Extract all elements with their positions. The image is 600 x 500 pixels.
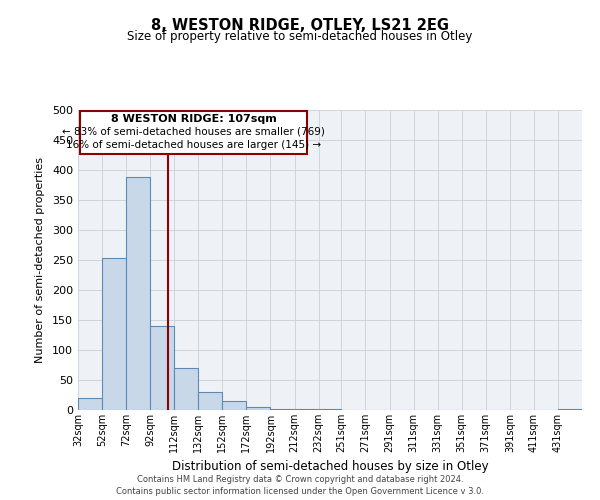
- Bar: [295, 409, 319, 410]
- Text: ← 83% of semi-detached houses are smaller (769): ← 83% of semi-detached houses are smalle…: [62, 126, 325, 136]
- FancyBboxPatch shape: [80, 110, 307, 154]
- Text: 8 WESTON RIDGE: 107sqm: 8 WESTON RIDGE: 107sqm: [110, 114, 277, 124]
- Bar: [78, 398, 102, 410]
- Text: 8, WESTON RIDGE, OTLEY, LS21 2EG: 8, WESTON RIDGE, OTLEY, LS21 2EG: [151, 18, 449, 32]
- Bar: [223, 401, 247, 410]
- Bar: [150, 326, 174, 410]
- X-axis label: Distribution of semi-detached houses by size in Otley: Distribution of semi-detached houses by …: [172, 460, 488, 473]
- Bar: [247, 407, 271, 410]
- Bar: [174, 368, 198, 410]
- Y-axis label: Number of semi-detached properties: Number of semi-detached properties: [35, 157, 45, 363]
- Text: Contains public sector information licensed under the Open Government Licence v : Contains public sector information licen…: [116, 486, 484, 496]
- Text: 16% of semi-detached houses are larger (145) →: 16% of semi-detached houses are larger (…: [66, 140, 321, 150]
- Bar: [102, 258, 126, 410]
- Bar: [126, 177, 150, 410]
- Bar: [198, 392, 223, 410]
- Text: Size of property relative to semi-detached houses in Otley: Size of property relative to semi-detach…: [127, 30, 473, 43]
- Bar: [271, 409, 295, 410]
- Text: Contains HM Land Registry data © Crown copyright and database right 2024.: Contains HM Land Registry data © Crown c…: [137, 474, 463, 484]
